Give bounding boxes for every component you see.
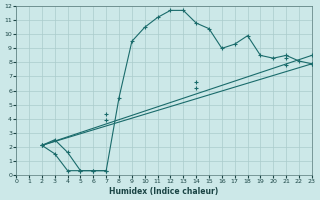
X-axis label: Humidex (Indice chaleur): Humidex (Indice chaleur) — [109, 187, 219, 196]
